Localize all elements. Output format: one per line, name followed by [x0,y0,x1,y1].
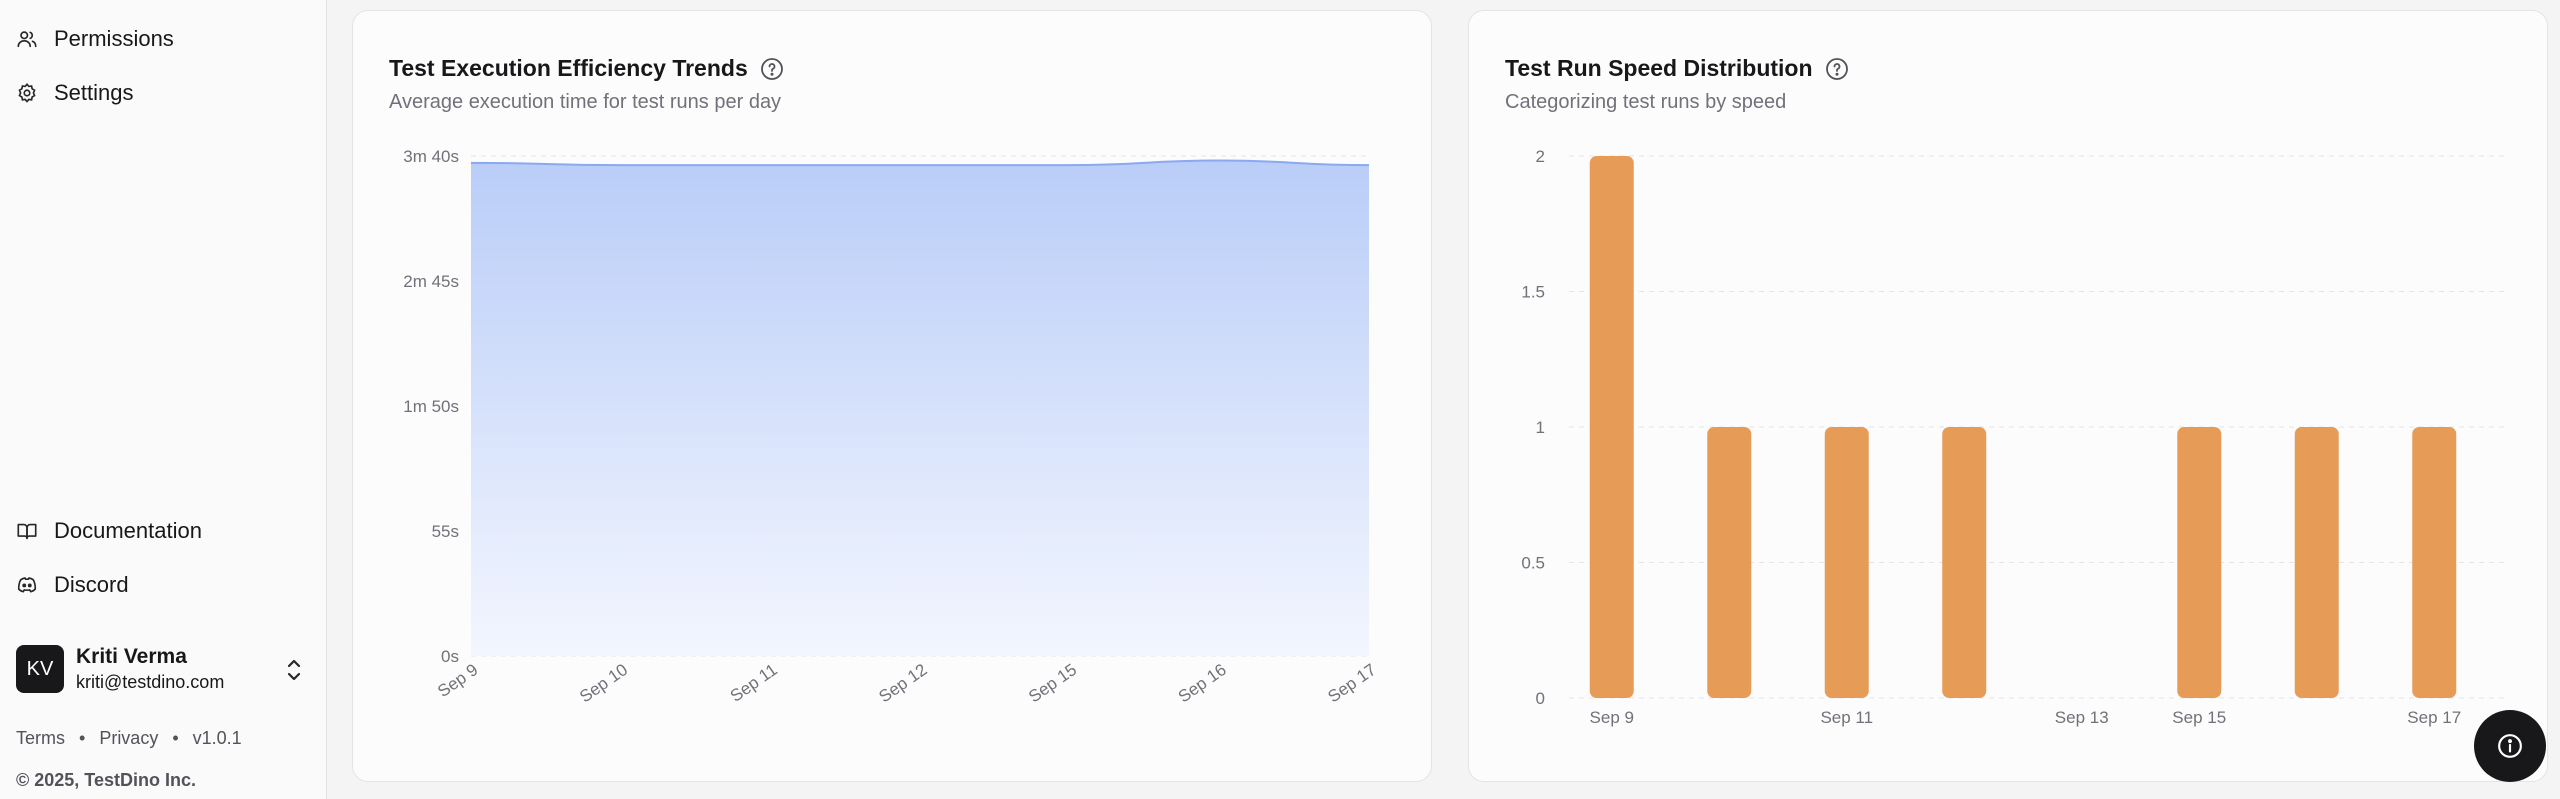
bar [1589,156,1634,698]
info-button[interactable] [2474,710,2546,782]
efficiency-trends-card: Test Execution Efficiency Trends Average… [352,10,1432,782]
card-title: Test Execution Efficiency Trends [389,55,748,81]
x-tick-label: Sep 10 [576,660,631,706]
x-tick-label: Sep 17 [2407,708,2461,727]
x-tick-label: Sep 11 [1820,708,1873,727]
speed-distribution-card: Test Run Speed Distribution Categorizing… [1468,10,2548,782]
book-icon [17,523,37,540]
sidebar-item-label: Discord [54,572,129,597]
area-fill [471,160,1369,656]
user-menu[interactable]: KV Kriti Verma kriti@testdino.com [16,642,306,696]
card-title: Test Run Speed Distribution [1505,55,1813,81]
privacy-link[interactable]: Privacy [99,728,159,748]
efficiency-area-chart: 0s 55s 1m 50s 2m 45s 3m 40s Sep 9 Sep 10 Sep 11… [403,147,1379,706]
sidebar-item-discord[interactable]: Discord [16,567,129,603]
x-tick-label: Sep 16 [1175,660,1230,706]
x-tick-label: Sep 13 [2055,708,2109,727]
terms-link[interactable]: Terms [16,728,65,748]
x-tick-label: Sep 11 [727,660,781,706]
y-tick-label: 1.5 [1521,283,1545,302]
bar [1942,427,1987,698]
x-tick-label: Sep 9 [1590,708,1634,727]
info-icon [2498,734,2522,758]
discord-icon [17,577,37,593]
user-name: Kriti Verma [76,645,187,668]
y-tick-label: 2 [1536,147,1545,166]
avatar: KV [16,645,64,693]
help-icon[interactable] [760,57,784,81]
speed-bar-chart: 0 0.5 1 1.5 2 Sep 9 Sep 11 Sep 13 Sep 15 Sep 17 [1521,147,2509,727]
x-tick-label: Sep 15 [1025,660,1080,706]
user-email: kriti@testdino.com [76,672,225,692]
separator: • [79,728,86,748]
help-icon[interactable] [1825,57,1849,81]
x-tick-label: Sep 17 [1324,660,1379,706]
sidebar: Permissions Settings Documentation Disco… [0,0,327,799]
card-subtitle: Categorizing test runs by speed [1505,91,1787,113]
y-tick-label: 2m 45s [403,272,459,291]
series-line [470,159,1370,167]
x-tick-label: Sep 9 [434,660,481,701]
separator: • [172,728,179,748]
card-subtitle: Average execution time for test runs per… [389,91,782,113]
x-tick-label: Sep 12 [875,660,930,706]
y-tick-label: 1 [1536,418,1545,437]
bar [1707,427,1752,698]
copyright: © 2025, TestDino Inc. [16,770,196,790]
bar [2294,427,2339,698]
main-content: Test Execution Efficiency Trends Average… [328,0,2560,799]
y-tick-label: 0s [441,647,459,666]
sidebar-item-permissions[interactable]: Permissions [16,21,174,57]
bar [2412,427,2457,698]
y-tick-label: 55s [432,522,459,541]
x-tick-label: Sep 15 [2172,708,2226,727]
y-tick-label: 1m 50s [403,397,459,416]
sidebar-item-label: Documentation [54,518,202,543]
gear-icon [18,83,36,103]
bar [1824,427,1869,698]
footer-links: Terms • Privacy • v1.0.1 [16,728,242,749]
y-tick-label: 0 [1536,689,1545,708]
y-tick-label: 0.5 [1521,554,1545,573]
sidebar-item-label: Settings [54,80,134,105]
chevron-up-down-icon[interactable] [282,656,306,684]
sidebar-item-label: Permissions [54,26,174,51]
version-label: v1.0.1 [192,728,242,748]
sidebar-item-documentation[interactable]: Documentation [16,513,202,549]
sidebar-item-settings[interactable]: Settings [16,75,134,111]
y-tick-label: 3m 40s [403,147,459,166]
bar [2177,427,2222,698]
users-icon [17,31,37,48]
